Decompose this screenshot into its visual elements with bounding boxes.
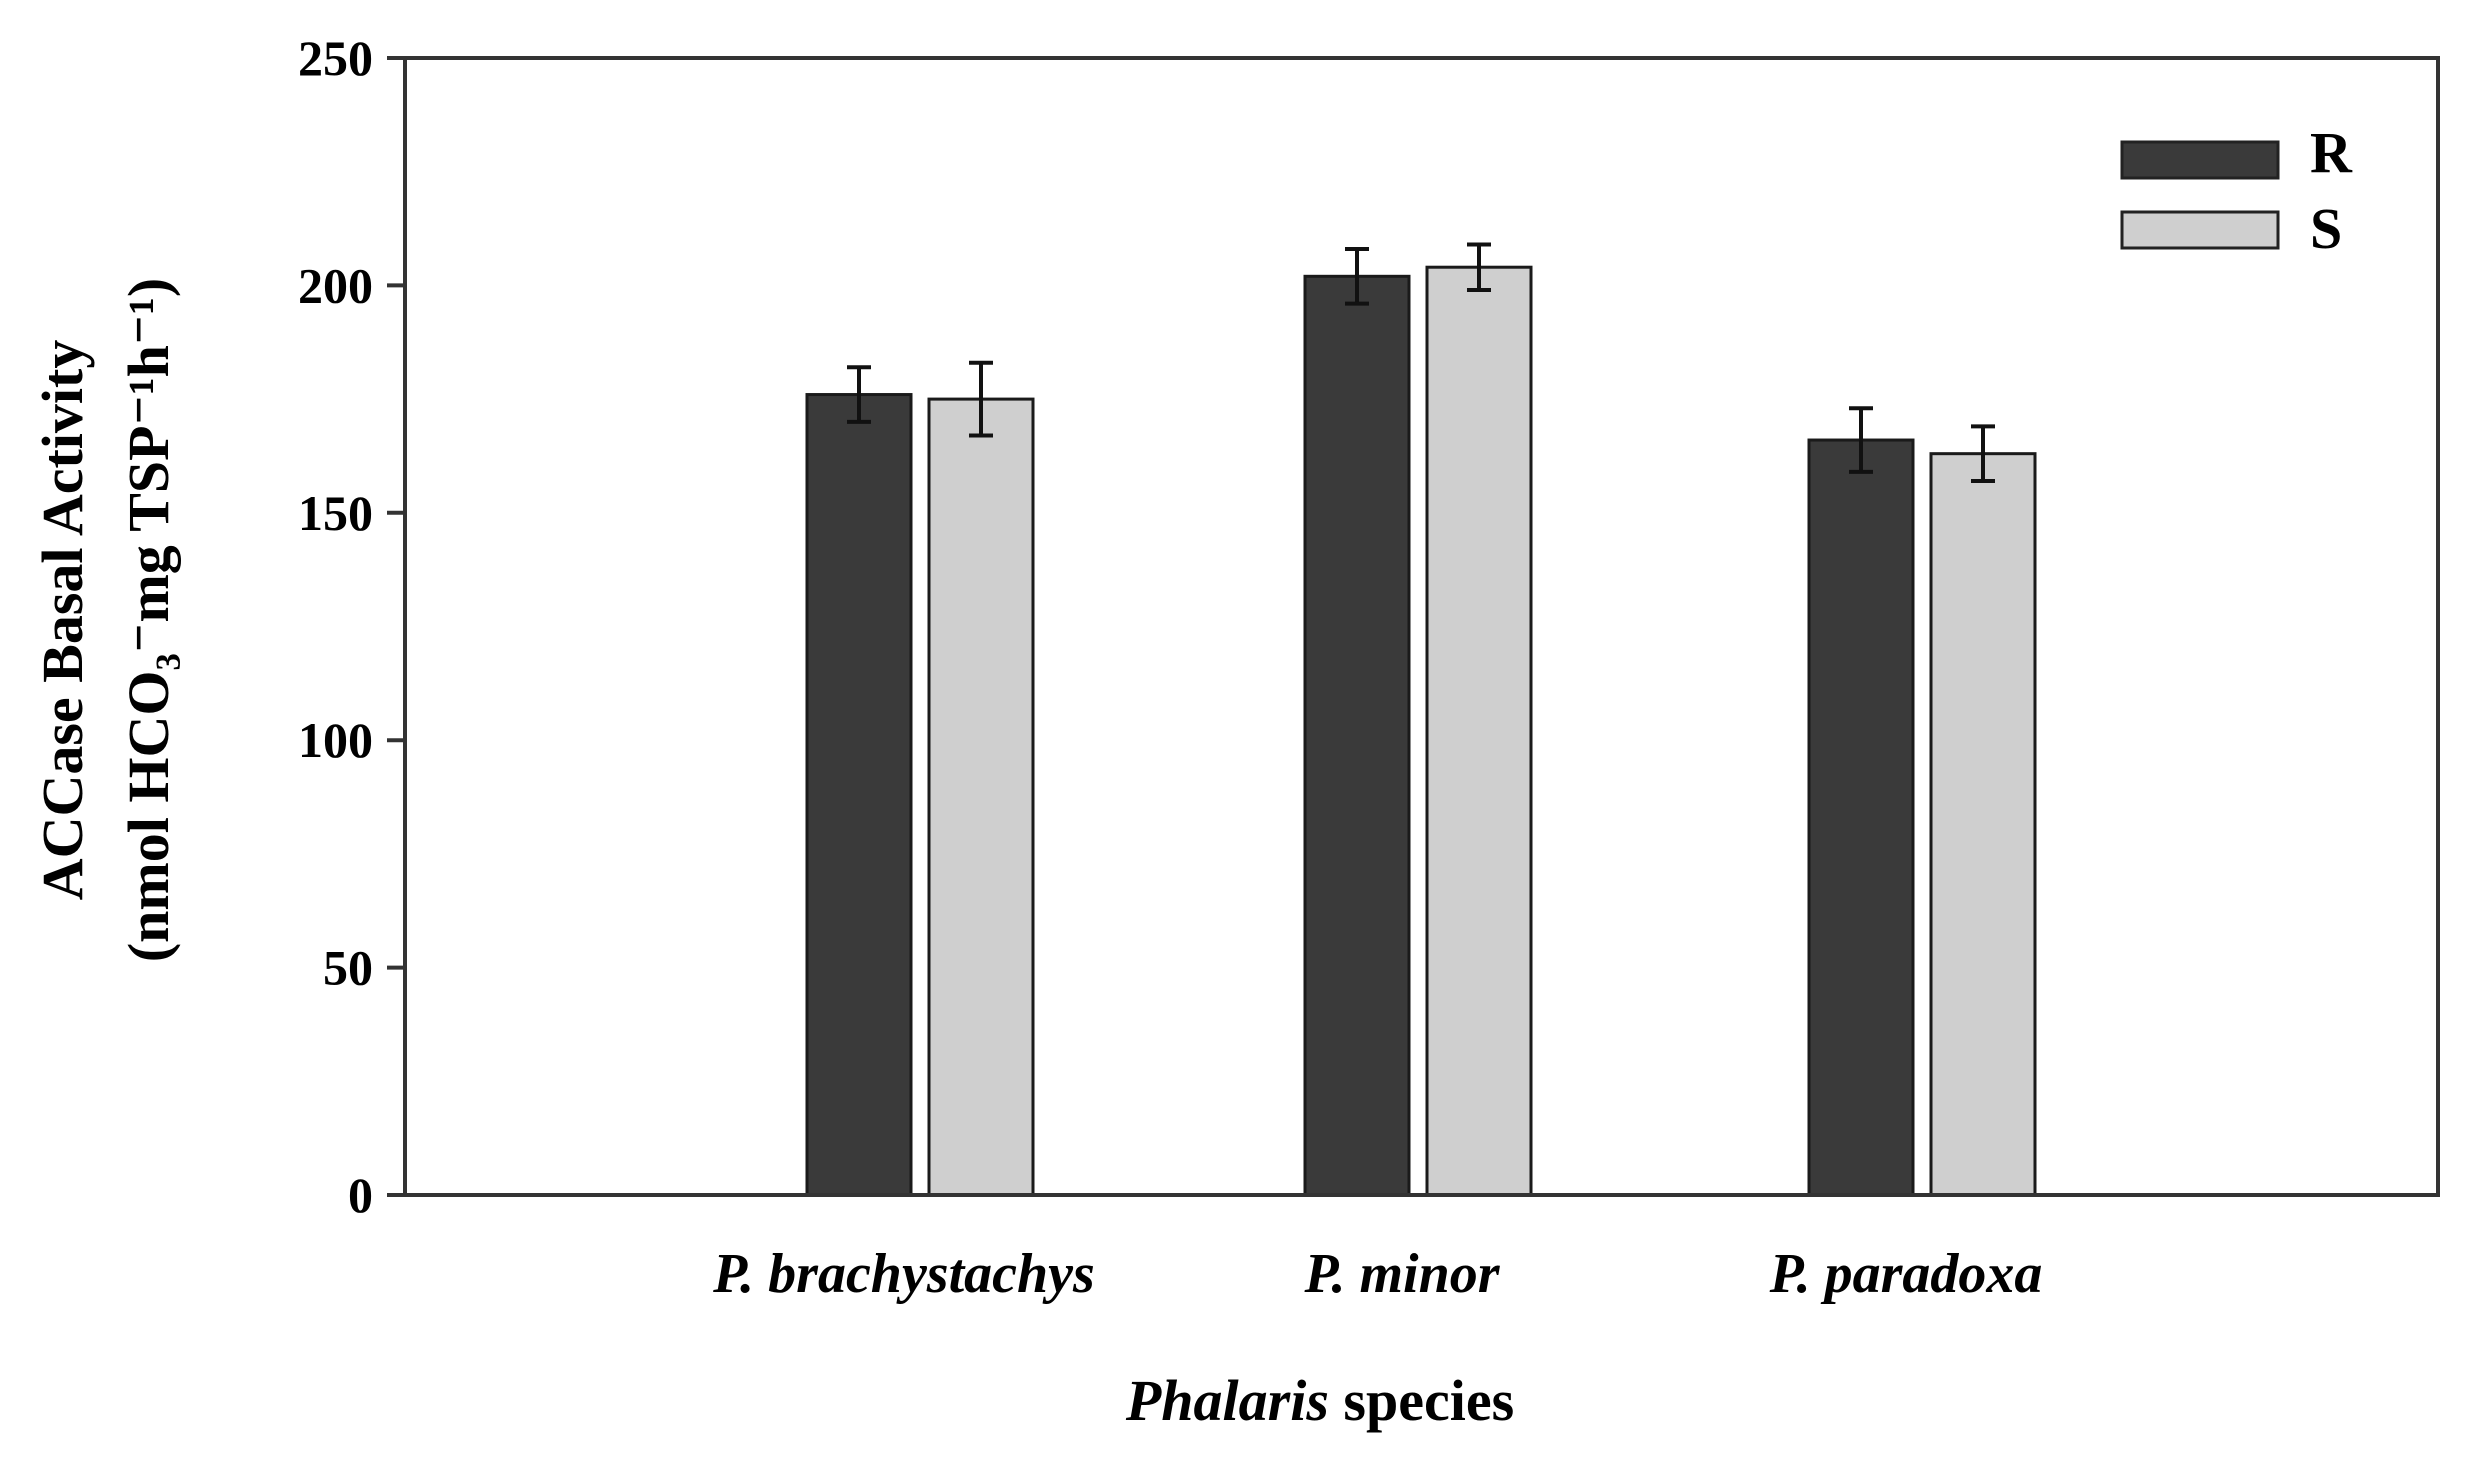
legend-label-s: S [2310,196,2342,261]
y-axis-title-line1: ACCase Basal Activity [30,340,95,901]
error-bar [1345,247,1369,306]
x-axis-title-rest: species [1329,1368,1514,1433]
y-tick-label: 200 [298,257,373,313]
y-tick-label: 0 [348,1167,373,1223]
y-tick-label: 50 [323,940,373,996]
y-axis: 0 50 100 150 200 250 [298,30,405,1223]
y-axis-title-line2: (nmol HCO₃⁻mg TSP⁻¹h⁻¹) [116,278,181,962]
bar-r [805,393,913,1197]
x-axis: P. brachystachys P. minor P. paradoxa [712,1243,2042,1305]
legend: R S [2120,120,2353,261]
bar-s [1929,452,2037,1197]
y-tick-label: 100 [298,712,373,768]
legend-swatch-s [2120,210,2280,250]
error-bar [1467,242,1491,292]
legend-label-r: R [2310,120,2353,185]
x-axis-title: Phalaris species [1125,1368,1514,1433]
error-bar [1849,406,1873,474]
y-tick-label: 250 [298,30,373,86]
x-category-label: P. minor [1303,1243,1500,1305]
y-tick-label: 150 [298,485,373,541]
legend-swatch-r [2120,140,2280,180]
bar-r [1807,438,1915,1197]
bar-s [927,397,1035,1197]
plot-frame [403,56,2440,1197]
bar-s [1425,265,1533,1197]
bar-r [1303,274,1411,1197]
x-axis-title-italic: Phalaris [1125,1368,1329,1433]
error-bar [1971,424,1995,483]
bars-layer [805,242,2037,1197]
x-category-label: P. brachystachys [712,1243,1095,1305]
error-bar [847,365,871,424]
x-category-label: P. paradoxa [1769,1243,2043,1305]
error-bar [969,360,993,438]
